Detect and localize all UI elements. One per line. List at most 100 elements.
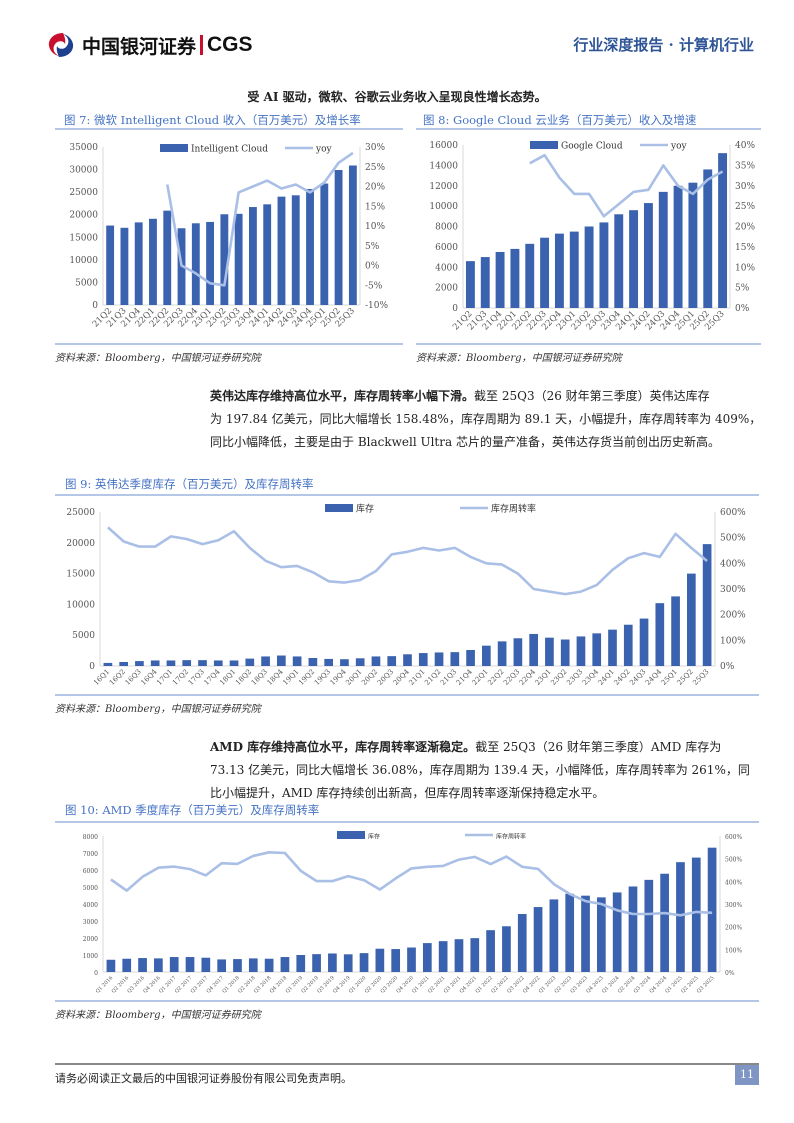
fig9-x-tick-label: 20Q4 — [392, 667, 412, 687]
fig7-left-tick-label: 35000 — [69, 143, 98, 153]
fig9-x-tick-label: 16Q4 — [139, 667, 159, 687]
fig9-bar — [198, 660, 207, 666]
fig8-left-tick-label: 12000 — [429, 182, 458, 192]
fig8-bar — [480, 257, 490, 308]
fig10-bar — [106, 959, 116, 972]
fig9-x-tick-label: 17Q1 — [155, 668, 174, 687]
fig7-bar — [234, 213, 243, 305]
fig9-bar — [482, 645, 491, 666]
brand-name-en: CGS — [207, 33, 253, 56]
fig9-x-tick-label: 23Q3 — [565, 668, 584, 687]
amd-paragraph-text1: 截至 25Q3（26 财年第三季度）AMD 库存为 — [475, 740, 722, 754]
fig7-legend-bar-label: Intelligent Cloud — [191, 145, 268, 155]
fig7-bar — [348, 165, 357, 305]
fig9-right-tick-label: 0% — [720, 662, 735, 672]
fig10-right-tick-label: 600% — [725, 834, 742, 841]
footer-disclaimer: 请务必阅读正文最后的中国银河证券股份有限公司免责声明。 — [55, 1072, 352, 1085]
fig8-bar — [673, 185, 683, 308]
fig10-bar — [201, 957, 211, 972]
fig10-bar — [660, 873, 669, 972]
fig9-x-tick-label: 22Q2 — [486, 668, 505, 687]
fig7-legend-line-label: yoy — [315, 145, 333, 155]
amd-paragraph-line3: 比小幅提升，AMD 库存持续创出新高，但库存周转率逐渐保持稳定水平。 — [210, 786, 605, 800]
nvidia-paragraph-line1: 英伟达库存维持高位水平，库存周转率小幅下滑。截至 25Q3（26 财年第三季度）… — [210, 385, 770, 408]
fig9-bar — [135, 661, 144, 666]
fig10-bar — [296, 955, 306, 972]
fig9-bar — [639, 618, 649, 666]
fig9-bar — [213, 660, 223, 666]
fig9-x-tick-label: 18Q4 — [266, 667, 286, 687]
fig7-bar — [334, 170, 343, 305]
fig9-bar — [671, 596, 680, 666]
fig7-left-tick-label: 5000 — [75, 278, 98, 288]
fig8-right-tick-label: 0% — [735, 304, 750, 314]
fig10-bar — [502, 926, 511, 972]
lead-sentence: 受 AI 驱动，微软、谷歌云业务收入呈现良性增长态势。 — [247, 90, 547, 104]
fig10-bar — [470, 938, 480, 972]
fig7-left-tick-label: 0 — [92, 301, 98, 311]
fig9-bar — [182, 660, 192, 666]
fig9-left-tick-label: 25000 — [66, 508, 95, 518]
fig10-bar — [359, 953, 369, 972]
fig10-right-tick-label: 200% — [725, 925, 742, 932]
fig10-bar — [422, 943, 432, 972]
fig9-bar — [434, 652, 444, 666]
fig10-bar — [454, 939, 464, 972]
fig7-bar — [134, 222, 143, 305]
fig10-bar — [596, 897, 606, 972]
fig9-bar — [466, 649, 475, 666]
fig9-source: 资料来源：Bloomberg，中国银河证券研究院 — [55, 704, 261, 715]
fig9-bar — [655, 603, 665, 666]
fig9-left-tick-label: 5000 — [72, 631, 95, 641]
fig7-left-tick-label: 25000 — [69, 188, 98, 198]
fig10-bar — [549, 899, 559, 972]
fig10-right-tick-label: 500% — [725, 857, 742, 864]
fig8-source: 资料来源：Bloomberg，中国银河证券研究院 — [416, 353, 622, 364]
fig7-bar — [248, 207, 257, 305]
fig9-bar — [119, 661, 128, 666]
fig10-left-tick-label: 6000 — [83, 868, 98, 875]
fig9-right-tick-label: 500% — [720, 534, 746, 544]
fig8-rule — [416, 128, 761, 130]
fig8-bar — [554, 233, 564, 308]
amd-paragraph-line1: AMD 库存维持高位水平，库存周转率逐渐稳定。截至 25Q3（26 财年第三季度… — [210, 736, 770, 759]
fig7-right-tick-label: 5% — [365, 242, 380, 252]
fig7-rule — [55, 128, 403, 130]
fig10-left-tick-label: 3000 — [83, 919, 98, 926]
fig8-bar — [495, 251, 505, 308]
page-number: 11 — [735, 1065, 759, 1085]
nvidia-paragraph-text1: 截至 25Q3（26 财年第三季度）英伟达库存 — [474, 389, 710, 403]
fig9-bar — [324, 658, 333, 666]
fig9-x-tick-label: 20Q1 — [344, 668, 363, 687]
fig10-bar — [233, 959, 242, 972]
fig8-right-tick-label: 25% — [735, 202, 755, 212]
fig9-right-tick-label: 300% — [720, 585, 746, 595]
fig8-bar — [658, 191, 668, 308]
fig10-bar — [280, 957, 290, 972]
fig8-bar — [525, 243, 535, 308]
fig10-bar — [391, 949, 401, 972]
fig7-left-tick-label: 20000 — [69, 211, 98, 221]
fig9-x-tick-label: 19Q2 — [297, 668, 316, 687]
fig8-left-tick-label: 4000 — [435, 263, 458, 273]
fig9-left-tick-label: 15000 — [66, 570, 95, 580]
fig9-bar — [166, 660, 176, 666]
fig9-bar — [355, 658, 365, 666]
fig9-x-tick-label: 24Q2 — [613, 668, 632, 687]
fig9-x-tick-label: 22Q4 — [518, 667, 538, 687]
fig9-x-tick-label: 25Q2 — [676, 668, 695, 687]
fig9-bar — [229, 660, 239, 666]
fig10-bar — [533, 907, 543, 972]
fig10-right-tick-label: 0% — [725, 970, 735, 977]
fig9-x-tick-label: 21Q4 — [455, 667, 475, 687]
fig9-bar — [592, 633, 602, 666]
brand-divider — [200, 35, 204, 55]
fig7-bar — [277, 196, 286, 305]
fig7-bar — [149, 218, 157, 305]
fig8-right-tick-label: 35% — [735, 161, 755, 171]
fig8-bar — [569, 231, 579, 308]
fig7-source: 资料来源：Bloomberg，中国银河证券研究院 — [55, 353, 261, 364]
fig9-bar — [308, 657, 318, 666]
fig10-bar — [676, 862, 685, 972]
fig10-bar — [612, 892, 622, 972]
